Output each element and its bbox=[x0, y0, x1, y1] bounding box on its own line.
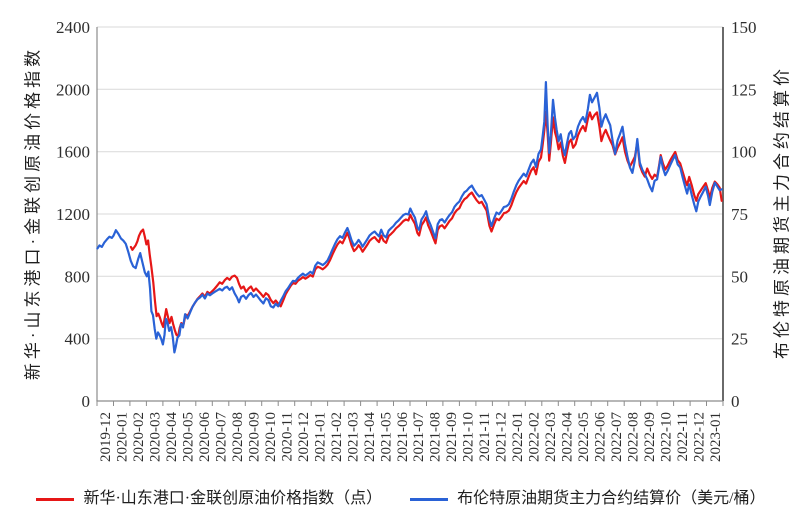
x-axis-tick-label: 2020-07 bbox=[214, 412, 230, 462]
legend-label-xinhua-index: 新华·山东港口·金联创原油价格指数（点） bbox=[83, 490, 383, 507]
right-axis-tick-label: 125 bbox=[731, 80, 757, 99]
x-axis-tick-label: 2020-02 bbox=[131, 412, 147, 462]
x-axis-tick-label: 2021-12 bbox=[494, 412, 510, 462]
legend: 新华·山东港口·金联创原油价格指数（点） 布伦特原油期货主力合约结算价（美元/桶… bbox=[0, 487, 802, 511]
x-axis-tick-label: 2022-10 bbox=[658, 412, 674, 462]
left-axis-tick-label: 400 bbox=[65, 330, 91, 349]
x-axis-tick-label: 2020-05 bbox=[181, 412, 197, 462]
x-axis-tick-label: 2021-07 bbox=[411, 412, 427, 462]
right-axis-tick-label: 25 bbox=[731, 330, 748, 349]
x-axis-tick-label: 2020-11 bbox=[279, 412, 295, 461]
x-axis-tick-label: 2021-06 bbox=[395, 412, 411, 462]
x-axis-tick-label: 2020-03 bbox=[148, 412, 164, 462]
left-axis-tick-label: 0 bbox=[82, 392, 91, 411]
legend-label-brent: 布伦特原油期货主力合约结算价（美元/桶） bbox=[457, 490, 766, 507]
x-axis-tick-label: 2020-04 bbox=[164, 412, 180, 462]
left-axis-tick-label: 1600 bbox=[56, 143, 90, 162]
xinhua-index-line bbox=[129, 110, 723, 338]
x-axis-tick-label: 2022-08 bbox=[625, 412, 641, 462]
right-axis-tick-label: 75 bbox=[731, 205, 748, 224]
x-axis-tick-label: 2022-05 bbox=[576, 412, 592, 462]
x-axis-tick-label: 2022-07 bbox=[609, 412, 625, 462]
x-axis-tick-label: 2021-09 bbox=[444, 412, 460, 462]
x-axis-tick-label: 2019-12 bbox=[98, 412, 114, 462]
x-axis-tick-label: 2021-11 bbox=[477, 412, 493, 461]
x-axis-tick-label: 2021-10 bbox=[461, 412, 477, 462]
right-axis-tick-label: 50 bbox=[731, 267, 748, 286]
legend-item-xinhua-index: 新华·山东港口·金联创原油价格指数（点） bbox=[36, 487, 382, 511]
x-axis-tick-label: 2021-02 bbox=[329, 412, 345, 462]
x-axis-tick-label: 2020-01 bbox=[115, 412, 131, 462]
x-axis-tick-label: 2021-08 bbox=[428, 412, 444, 462]
x-axis-tick-label: 2022-02 bbox=[527, 412, 543, 462]
right-y-axis-title: 布伦特原油期货主力合约结算价 bbox=[772, 65, 792, 359]
x-axis-tick-label: 2020-10 bbox=[263, 412, 279, 462]
red-line-swatch bbox=[36, 497, 75, 501]
x-axis-tick-label: 2022-09 bbox=[642, 412, 658, 462]
x-axis-tick-label: 2022-01 bbox=[510, 412, 526, 462]
x-axis-tick-label: 2021-03 bbox=[345, 412, 361, 462]
left-axis-tick-label: 2000 bbox=[56, 80, 90, 99]
x-axis-tick-label: 2022-06 bbox=[592, 412, 608, 462]
left-axis-tick-label: 1200 bbox=[56, 205, 90, 224]
right-axis-tick-label: 150 bbox=[731, 18, 757, 37]
x-axis-tick-label: 2022-03 bbox=[543, 412, 559, 462]
x-axis-tick-label: 2022-04 bbox=[560, 412, 576, 462]
left-axis-tick-label: 800 bbox=[65, 267, 91, 286]
blue-line-swatch bbox=[410, 497, 449, 501]
right-axis-tick-label: 0 bbox=[731, 392, 740, 411]
brent-settlement-line bbox=[96, 80, 723, 354]
right-axis-tick-label: 100 bbox=[731, 143, 757, 162]
x-axis-tick-label: 2021-04 bbox=[362, 412, 378, 462]
legend-item-brent: 布伦特原油期货主力合约结算价（美元/桶） bbox=[410, 487, 766, 511]
x-axis-tick-label: 2021-05 bbox=[378, 412, 394, 462]
x-axis-tick-label: 2022-12 bbox=[691, 412, 707, 462]
x-axis-tick-label: 2020-12 bbox=[296, 412, 312, 462]
x-axis-tick-label: 2021-01 bbox=[312, 412, 328, 462]
x-axis-tick-label: 2020-08 bbox=[230, 412, 246, 462]
x-axis-tick-label: 2022-11 bbox=[675, 412, 691, 461]
x-axis-tick-label: 2020-09 bbox=[247, 412, 263, 462]
x-axis-tick-label: 2020-06 bbox=[197, 412, 213, 462]
left-y-axis-title: 新华·山东港口·金联创原油价格指数 bbox=[23, 45, 43, 381]
left-axis-tick-label: 2400 bbox=[56, 18, 90, 37]
x-axis-tick-label: 2023-01 bbox=[708, 412, 724, 462]
